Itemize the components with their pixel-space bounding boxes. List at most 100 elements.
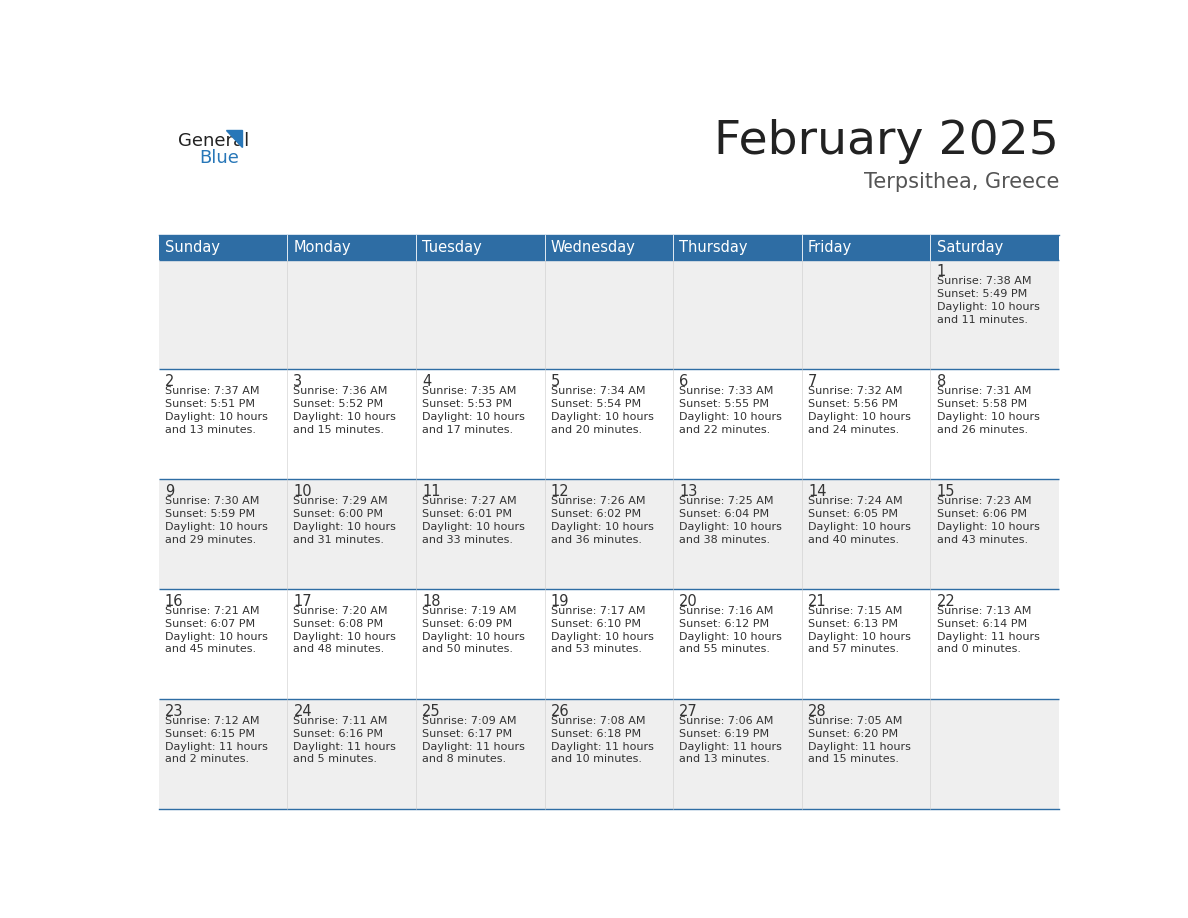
Text: Daylight: 10 hours: Daylight: 10 hours bbox=[808, 412, 911, 422]
Text: Sunrise: 7:36 AM: Sunrise: 7:36 AM bbox=[293, 386, 387, 397]
Text: 3: 3 bbox=[293, 374, 303, 388]
Text: Sunrise: 7:38 AM: Sunrise: 7:38 AM bbox=[936, 276, 1031, 286]
Text: Sunset: 6:05 PM: Sunset: 6:05 PM bbox=[808, 509, 898, 519]
Text: Daylight: 10 hours: Daylight: 10 hours bbox=[680, 412, 782, 422]
Text: Sunrise: 7:35 AM: Sunrise: 7:35 AM bbox=[422, 386, 517, 397]
Text: Sunset: 6:02 PM: Sunset: 6:02 PM bbox=[551, 509, 640, 519]
Text: and 13 minutes.: and 13 minutes. bbox=[680, 755, 770, 765]
Text: Daylight: 10 hours: Daylight: 10 hours bbox=[551, 412, 653, 422]
Text: Sunrise: 7:24 AM: Sunrise: 7:24 AM bbox=[808, 497, 903, 507]
Text: Sunrise: 7:37 AM: Sunrise: 7:37 AM bbox=[165, 386, 259, 397]
Text: Sunrise: 7:17 AM: Sunrise: 7:17 AM bbox=[551, 607, 645, 616]
Text: Daylight: 10 hours: Daylight: 10 hours bbox=[165, 521, 267, 532]
Text: Thursday: Thursday bbox=[680, 240, 748, 254]
Text: and 55 minutes.: and 55 minutes. bbox=[680, 644, 770, 655]
Text: and 50 minutes.: and 50 minutes. bbox=[422, 644, 513, 655]
Text: 12: 12 bbox=[551, 484, 569, 498]
Text: Sunrise: 7:16 AM: Sunrise: 7:16 AM bbox=[680, 607, 773, 616]
Text: 13: 13 bbox=[680, 484, 697, 498]
Text: Sunset: 6:06 PM: Sunset: 6:06 PM bbox=[936, 509, 1026, 519]
Text: Daylight: 10 hours: Daylight: 10 hours bbox=[165, 412, 267, 422]
Text: 18: 18 bbox=[422, 594, 441, 609]
Text: and 33 minutes.: and 33 minutes. bbox=[422, 534, 513, 544]
Text: and 2 minutes.: and 2 minutes. bbox=[165, 755, 249, 765]
Text: 23: 23 bbox=[165, 703, 183, 719]
Text: Daylight: 10 hours: Daylight: 10 hours bbox=[551, 632, 653, 642]
Text: Daylight: 10 hours: Daylight: 10 hours bbox=[422, 412, 525, 422]
Text: 6: 6 bbox=[680, 374, 689, 388]
Text: Sunset: 6:14 PM: Sunset: 6:14 PM bbox=[936, 619, 1026, 629]
Text: Daylight: 11 hours: Daylight: 11 hours bbox=[165, 742, 267, 752]
Text: and 45 minutes.: and 45 minutes. bbox=[165, 644, 255, 655]
Text: Sunrise: 7:33 AM: Sunrise: 7:33 AM bbox=[680, 386, 773, 397]
Bar bbox=[802, 235, 930, 260]
Text: Daylight: 11 hours: Daylight: 11 hours bbox=[936, 632, 1040, 642]
Bar bbox=[158, 260, 1060, 370]
Text: Sunrise: 7:08 AM: Sunrise: 7:08 AM bbox=[551, 716, 645, 726]
Text: 15: 15 bbox=[936, 484, 955, 498]
Text: Sunday: Sunday bbox=[165, 240, 220, 254]
Text: Daylight: 11 hours: Daylight: 11 hours bbox=[293, 742, 397, 752]
Bar bbox=[158, 370, 1060, 479]
Text: 19: 19 bbox=[551, 594, 569, 609]
Text: 28: 28 bbox=[808, 703, 827, 719]
Text: Wednesday: Wednesday bbox=[551, 240, 636, 254]
Text: and 20 minutes.: and 20 minutes. bbox=[551, 424, 642, 434]
Text: Daylight: 11 hours: Daylight: 11 hours bbox=[680, 742, 782, 752]
Text: Sunrise: 7:21 AM: Sunrise: 7:21 AM bbox=[165, 607, 259, 616]
Text: Daylight: 10 hours: Daylight: 10 hours bbox=[293, 632, 397, 642]
Text: Sunrise: 7:31 AM: Sunrise: 7:31 AM bbox=[936, 386, 1031, 397]
Text: Sunrise: 7:20 AM: Sunrise: 7:20 AM bbox=[293, 607, 388, 616]
Text: 22: 22 bbox=[936, 594, 955, 609]
Text: Sunrise: 7:26 AM: Sunrise: 7:26 AM bbox=[551, 497, 645, 507]
Text: and 10 minutes.: and 10 minutes. bbox=[551, 755, 642, 765]
Text: Sunset: 5:53 PM: Sunset: 5:53 PM bbox=[422, 399, 512, 409]
Text: Sunrise: 7:15 AM: Sunrise: 7:15 AM bbox=[808, 607, 903, 616]
Text: and 57 minutes.: and 57 minutes. bbox=[808, 644, 899, 655]
Text: Sunset: 5:52 PM: Sunset: 5:52 PM bbox=[293, 399, 384, 409]
Text: and 17 minutes.: and 17 minutes. bbox=[422, 424, 513, 434]
Text: 10: 10 bbox=[293, 484, 312, 498]
Text: Sunset: 5:56 PM: Sunset: 5:56 PM bbox=[808, 399, 898, 409]
Text: Sunset: 6:17 PM: Sunset: 6:17 PM bbox=[422, 729, 512, 739]
Text: Sunrise: 7:27 AM: Sunrise: 7:27 AM bbox=[422, 497, 517, 507]
Text: Sunset: 6:20 PM: Sunset: 6:20 PM bbox=[808, 729, 898, 739]
Bar bbox=[544, 235, 674, 260]
Text: Terpsithea, Greece: Terpsithea, Greece bbox=[864, 172, 1060, 192]
Text: 17: 17 bbox=[293, 594, 312, 609]
Text: Sunrise: 7:34 AM: Sunrise: 7:34 AM bbox=[551, 386, 645, 397]
Text: and 38 minutes.: and 38 minutes. bbox=[680, 534, 771, 544]
Text: and 43 minutes.: and 43 minutes. bbox=[936, 534, 1028, 544]
Text: Daylight: 10 hours: Daylight: 10 hours bbox=[936, 412, 1040, 422]
Text: 24: 24 bbox=[293, 703, 312, 719]
Text: and 53 minutes.: and 53 minutes. bbox=[551, 644, 642, 655]
Text: 1: 1 bbox=[936, 263, 946, 279]
Text: and 5 minutes.: and 5 minutes. bbox=[293, 755, 378, 765]
Text: 2: 2 bbox=[165, 374, 175, 388]
Bar bbox=[416, 235, 544, 260]
Text: Sunrise: 7:05 AM: Sunrise: 7:05 AM bbox=[808, 716, 903, 726]
Text: Daylight: 10 hours: Daylight: 10 hours bbox=[936, 302, 1040, 312]
Text: Monday: Monday bbox=[293, 240, 350, 254]
Text: Friday: Friday bbox=[808, 240, 852, 254]
Text: Sunset: 6:15 PM: Sunset: 6:15 PM bbox=[165, 729, 254, 739]
Text: and 15 minutes.: and 15 minutes. bbox=[808, 755, 899, 765]
Text: Sunrise: 7:13 AM: Sunrise: 7:13 AM bbox=[936, 607, 1031, 616]
Text: Daylight: 10 hours: Daylight: 10 hours bbox=[808, 632, 911, 642]
Text: 14: 14 bbox=[808, 484, 827, 498]
Polygon shape bbox=[227, 130, 242, 147]
Text: Sunset: 6:19 PM: Sunset: 6:19 PM bbox=[680, 729, 770, 739]
Text: Daylight: 10 hours: Daylight: 10 hours bbox=[422, 632, 525, 642]
Text: Daylight: 10 hours: Daylight: 10 hours bbox=[293, 412, 397, 422]
Text: Daylight: 10 hours: Daylight: 10 hours bbox=[680, 632, 782, 642]
Text: Sunset: 6:04 PM: Sunset: 6:04 PM bbox=[680, 509, 770, 519]
Text: Sunset: 6:07 PM: Sunset: 6:07 PM bbox=[165, 619, 255, 629]
Text: Sunset: 6:10 PM: Sunset: 6:10 PM bbox=[551, 619, 640, 629]
Text: Daylight: 10 hours: Daylight: 10 hours bbox=[936, 521, 1040, 532]
Text: and 24 minutes.: and 24 minutes. bbox=[808, 424, 899, 434]
Text: 27: 27 bbox=[680, 703, 699, 719]
Text: 5: 5 bbox=[551, 374, 560, 388]
Text: Daylight: 11 hours: Daylight: 11 hours bbox=[422, 742, 525, 752]
Bar bbox=[158, 700, 1060, 810]
Text: Sunrise: 7:23 AM: Sunrise: 7:23 AM bbox=[936, 497, 1031, 507]
